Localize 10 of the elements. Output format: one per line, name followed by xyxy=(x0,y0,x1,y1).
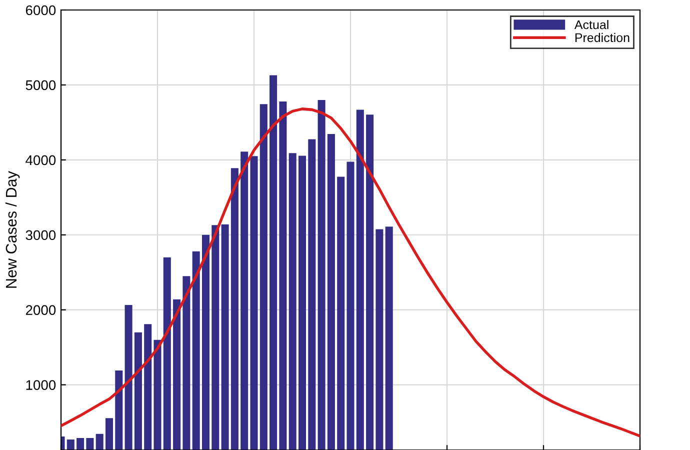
y-tick-label: 2000 xyxy=(26,305,56,315)
legend-label: Actual xyxy=(574,20,608,30)
y-tick-label: 3000 xyxy=(26,230,56,240)
y-axis-title: New Cases / Day xyxy=(5,171,20,288)
y-tick-label: 6000 xyxy=(26,5,56,16)
legend-label: Prediction xyxy=(575,32,630,42)
y-tick-label: 5000 xyxy=(26,80,56,90)
y-tick-label: 4000 xyxy=(26,155,56,166)
line-series xyxy=(61,108,640,438)
y-tick-label: 1000 xyxy=(26,380,56,390)
